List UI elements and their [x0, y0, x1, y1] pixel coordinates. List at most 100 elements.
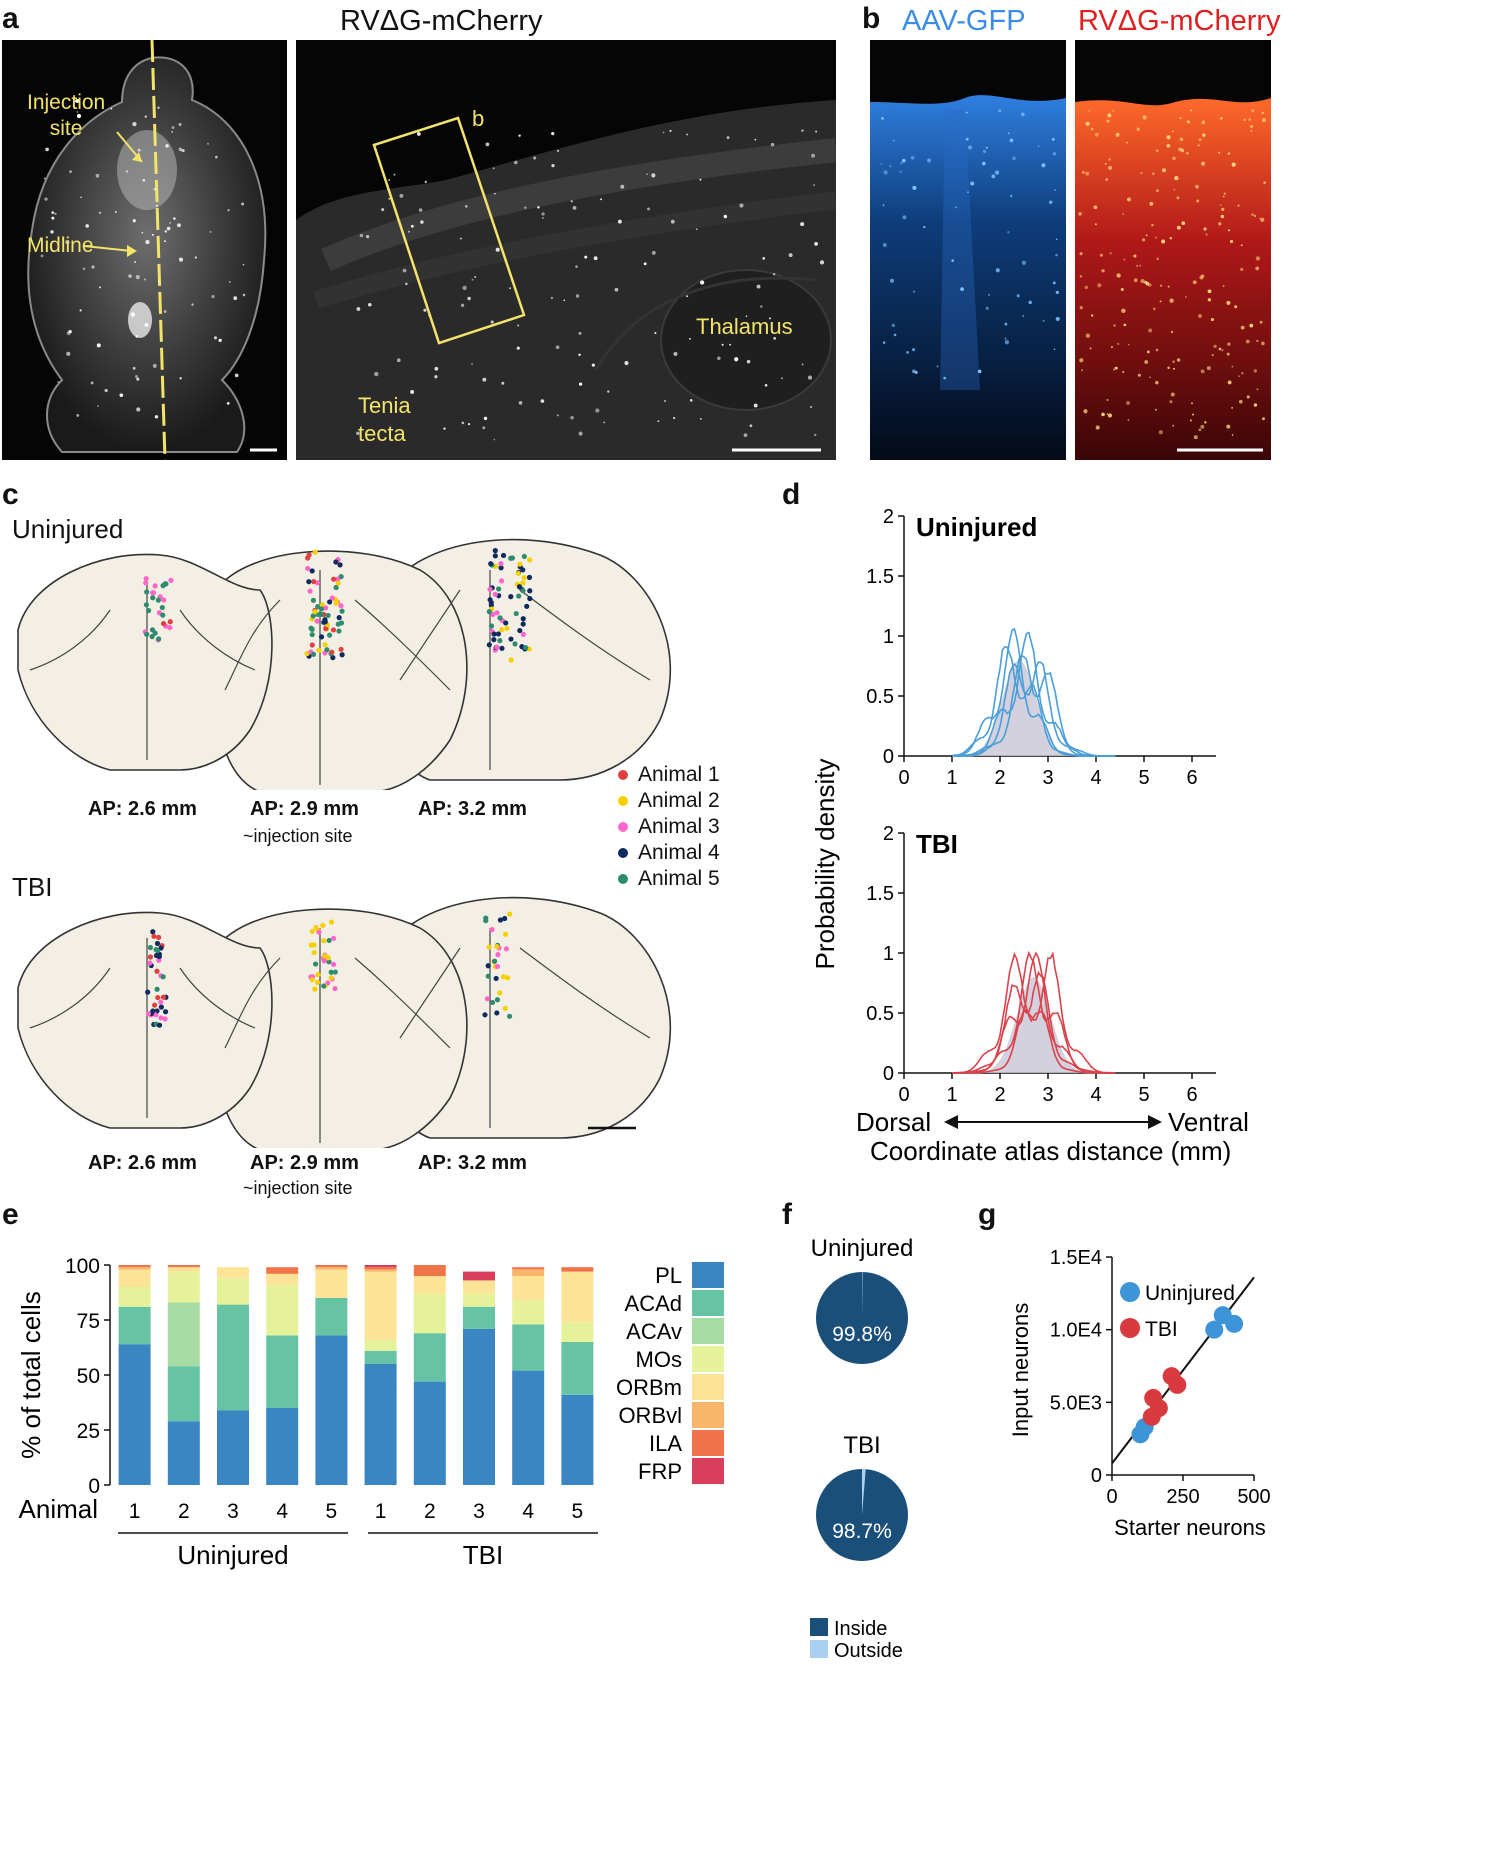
labeled-cell-dot: [1106, 413, 1109, 416]
cell-dot: [520, 621, 526, 627]
cell-dot: [306, 579, 312, 585]
bar-segment-mos: [512, 1300, 545, 1325]
labeled-cell-dot: [770, 142, 775, 147]
cell-dot: [315, 971, 321, 978]
cell-dot: [492, 553, 498, 559]
labeled-cell-dot: [968, 145, 973, 150]
cell-dot: [495, 586, 502, 592]
labeled-cell-dot: [1161, 168, 1166, 173]
labeled-cell-dot: [45, 147, 49, 152]
cell-dot: [499, 627, 505, 633]
cell-dot: [494, 1010, 500, 1016]
x-tick-label: 3: [1042, 1084, 1053, 1106]
legend-dot: [618, 874, 628, 884]
labeled-cell-dot: [551, 164, 555, 168]
cell-dot: [312, 549, 318, 555]
labeled-cell-dot: [494, 192, 496, 195]
legend-swatch: [692, 1430, 724, 1456]
labeled-cell-dot: [1108, 165, 1113, 170]
labeled-cell-dot: [593, 256, 598, 261]
labeled-cell-dot: [396, 358, 401, 363]
labeled-cell-dot: [68, 330, 72, 334]
labeled-cell-dot: [1229, 239, 1234, 244]
cell-dot: [499, 645, 505, 651]
cell-dot: [154, 948, 161, 954]
labeled-cell-dot: [366, 235, 370, 239]
arrow-left-icon: [944, 1115, 958, 1129]
labeled-cell-dot: [393, 173, 396, 176]
labeled-cell-dot: [402, 268, 407, 273]
cell-dot: [506, 1013, 513, 1019]
scatter-point-uninjured: [1225, 1314, 1244, 1333]
labeled-cell-dot: [1169, 400, 1173, 404]
labeled-cell-dot: [194, 256, 197, 259]
labeled-cell-dot: [1090, 314, 1094, 317]
legend-label: Outside: [834, 1640, 903, 1662]
labeled-cell-dot: [1116, 273, 1121, 278]
labeled-cell-dot: [1198, 314, 1202, 318]
labeled-cell-dot: [1113, 368, 1115, 371]
labeled-cell-dot: [960, 287, 964, 291]
cell-dot: [338, 574, 344, 580]
labeled-cell-dot: [114, 211, 117, 213]
cell-dot: [484, 996, 490, 1002]
x-tick-label: 3: [1042, 767, 1053, 789]
labeled-cell-dot: [899, 170, 902, 173]
labeled-cell-dot: [136, 377, 140, 381]
labeled-cell-dot: [927, 158, 932, 163]
labeled-cell-dot: [998, 109, 1002, 113]
labeled-cell-dot: [551, 131, 555, 136]
ap-label: AP: 2.9 mm: [250, 1152, 359, 1174]
bar-segment-orbvl: [364, 1269, 397, 1272]
labeled-cell-dot: [157, 280, 160, 283]
cell-dot: [145, 989, 151, 995]
labeled-cell-dot: [241, 202, 245, 206]
x-tick-label: 1: [129, 1500, 141, 1523]
labeled-cell-dot: [388, 197, 391, 200]
cell-dot: [335, 580, 341, 586]
x-tick-label: 4: [276, 1500, 288, 1523]
labeled-cell-dot: [171, 126, 175, 129]
labeled-cell-dot: [1222, 285, 1225, 288]
cell-dot: [513, 610, 519, 617]
bar-segment-pl: [217, 1410, 249, 1485]
injection-note: ~injection site: [243, 1178, 353, 1198]
labeled-cell-dot: [1041, 163, 1046, 168]
cell-dot: [160, 612, 166, 618]
labeled-cell-dot: [1201, 161, 1206, 166]
labeled-cell-dot: [1222, 195, 1225, 198]
labeled-cell-dot: [643, 262, 647, 266]
panel-letter-e: e: [2, 1198, 19, 1231]
labeled-cell-dot: [699, 178, 702, 181]
labeled-cell-dot: [1231, 365, 1234, 368]
y-tick-label: 25: [77, 1420, 100, 1443]
group-label: Uninjured: [177, 1540, 288, 1570]
labeled-cell-dot: [985, 146, 988, 149]
cell-dot: [527, 588, 533, 594]
labeled-cell-dot: [1172, 360, 1175, 363]
labeled-cell-dot: [1250, 129, 1253, 132]
labeled-cell-dot: [1055, 290, 1060, 295]
labeled-cell-dot: [242, 293, 246, 297]
labeled-cell-dot: [97, 405, 99, 407]
labeled-cell-dot: [1079, 306, 1083, 310]
cell-dot: [145, 1011, 151, 1017]
labeled-cell-dot: [164, 230, 167, 233]
labeled-cell-dot: [1166, 135, 1171, 140]
bar-segment-ila: [118, 1265, 151, 1268]
labeled-cell-dot: [1249, 323, 1254, 328]
ap-label: AP: 2.9 mm: [250, 798, 359, 820]
labeled-cell-dot: [135, 375, 138, 378]
labeled-cell-dot: [96, 343, 101, 348]
cell-dot: [491, 631, 497, 637]
cell-dot: [524, 603, 530, 609]
cell-dot: [489, 927, 495, 933]
labeled-cell-dot: [1012, 156, 1016, 161]
x-tick-label: 1: [946, 767, 957, 789]
cell-dot: [318, 606, 325, 612]
bar-segment-orbm: [217, 1267, 249, 1279]
labeled-cell-dot: [1151, 172, 1155, 176]
cell-dot: [309, 642, 315, 648]
labeled-cell-dot: [1245, 339, 1250, 344]
labeled-cell-dot: [1123, 258, 1126, 261]
